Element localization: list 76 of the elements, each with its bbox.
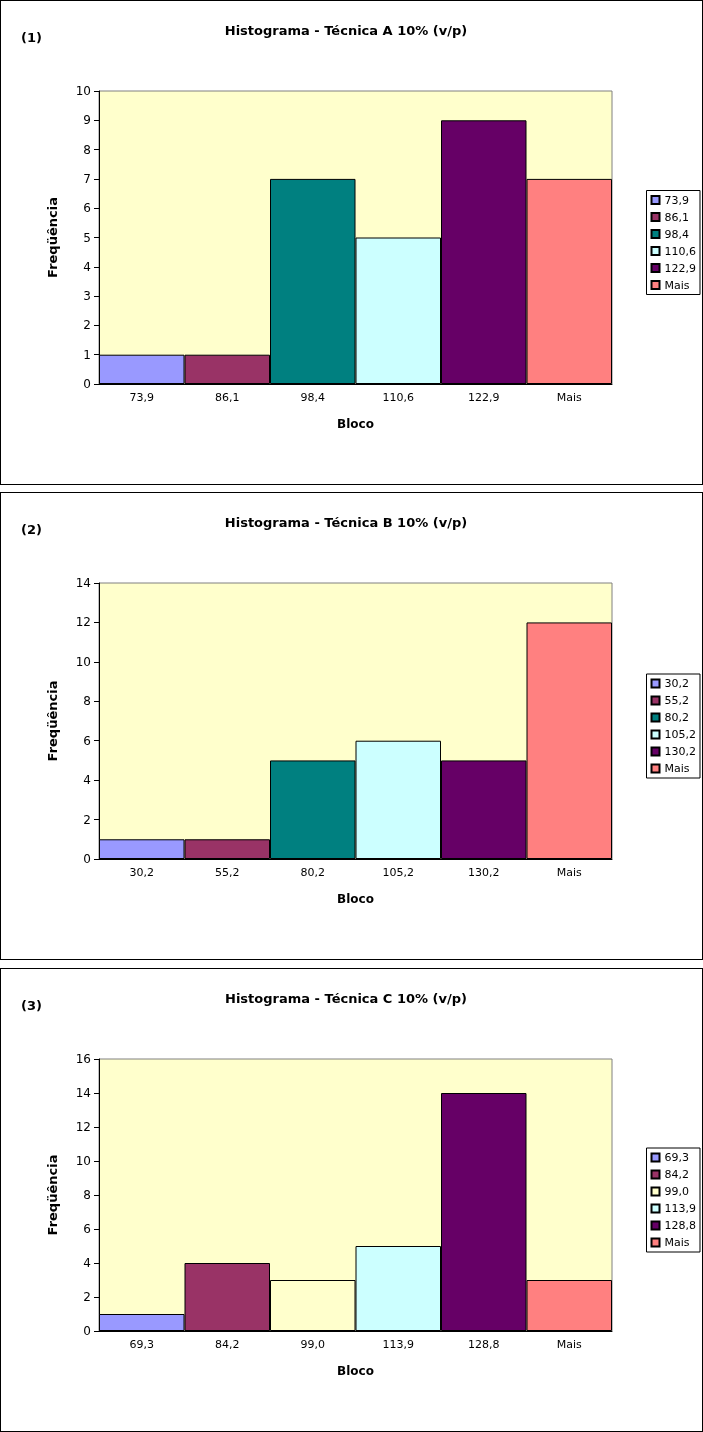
legend-label: Mais <box>664 1236 690 1249</box>
y-tick-label: 0 <box>83 1324 91 1338</box>
x-tick-label: 128,8 <box>468 1338 500 1351</box>
x-tick-label: 55,2 <box>215 866 240 879</box>
y-tick-label: 4 <box>83 773 91 788</box>
legend-label: 69,3 <box>664 1151 690 1164</box>
legend-label: 128,8 <box>664 1219 697 1232</box>
x-tick-label: 84,2 <box>215 1338 240 1351</box>
x-tick-label: 105,2 <box>382 866 414 879</box>
text: (2) <box>21 522 42 537</box>
legend-label: 80,2 <box>664 711 690 724</box>
y-tick-label: 9 <box>83 113 91 128</box>
x-tick-label: 122,9 <box>468 391 500 404</box>
y-tick-label: 0 <box>83 377 91 391</box>
y-tick-label: 14 <box>75 576 91 590</box>
legend-label: 84,2 <box>664 1168 690 1181</box>
text: (3) <box>21 998 42 1013</box>
y-tick-label: 4 <box>83 1256 91 1270</box>
legend-label: 99,0 <box>664 1185 690 1198</box>
chart-title: Histograma - Técnica A 10% (v/p) <box>224 23 468 38</box>
chart-title: Histograma - Técnica C 10% (v/p) <box>225 991 467 1006</box>
text: (1) <box>21 30 42 45</box>
y-tick-label: 12 <box>75 1120 91 1134</box>
y-tick-label: 6 <box>83 201 91 216</box>
legend-label: Mais <box>664 762 690 775</box>
y-tick-label: 10 <box>75 1154 91 1168</box>
y-axis-title: Freqüência <box>45 680 60 762</box>
x-axis-title: Bloco <box>337 1364 374 1378</box>
y-tick-label: 8 <box>83 142 91 157</box>
y-tick-label: 2 <box>83 1290 91 1304</box>
legend-label: 55,2 <box>664 694 690 707</box>
y-tick-label: 5 <box>83 230 91 245</box>
y-tick-label: 16 <box>75 1052 91 1066</box>
legend-label: 73,9 <box>664 193 690 207</box>
y-tick-label: 8 <box>83 1188 91 1202</box>
x-axis-title: Bloco <box>337 417 374 431</box>
legend-label: 122,9 <box>664 261 697 275</box>
x-tick-label: 99,0 <box>300 1338 325 1351</box>
x-tick-label: Mais <box>556 391 583 404</box>
y-tick-label: 3 <box>83 289 91 304</box>
y-tick-label: 2 <box>83 812 91 827</box>
x-tick-label: 69,3 <box>129 1338 154 1351</box>
y-axis-title: Freqüência <box>45 1154 60 1236</box>
legend-label: Mais <box>664 278 690 292</box>
y-axis-title: Freqüência <box>45 197 60 278</box>
y-tick-label: 6 <box>83 1222 91 1236</box>
y-tick-label: 10 <box>75 654 91 669</box>
legend-label: 113,9 <box>664 1202 697 1215</box>
legend-label: 98,4 <box>664 227 690 241</box>
x-tick-label: 98,4 <box>300 391 325 404</box>
y-tick-label: 1 <box>83 347 91 362</box>
x-tick-label: 110,6 <box>382 391 414 404</box>
y-tick-label: 7 <box>83 171 91 186</box>
legend-label: 130,2 <box>664 745 697 758</box>
y-tick-label: 10 <box>75 84 91 98</box>
x-axis-title: Bloco <box>337 892 374 906</box>
chart-title: Histograma - Técnica B 10% (v/p) <box>224 515 468 530</box>
y-tick-label: 12 <box>75 615 91 630</box>
legend-label: 110,6 <box>664 244 697 258</box>
x-tick-label: 130,2 <box>468 866 500 879</box>
legend-label: 105,2 <box>664 728 697 741</box>
legend-label: 30,2 <box>664 677 690 690</box>
x-tick-label: Mais <box>556 1338 583 1351</box>
x-tick-label: Mais <box>556 866 583 879</box>
y-tick-label: 14 <box>75 1086 91 1100</box>
y-tick-label: 8 <box>83 694 91 709</box>
legend-label: 86,1 <box>664 210 690 224</box>
y-tick-label: 2 <box>83 318 91 333</box>
y-tick-label: 0 <box>83 852 91 866</box>
x-tick-label: 86,1 <box>215 391 240 404</box>
x-tick-label: 80,2 <box>300 866 325 879</box>
x-tick-label: 113,9 <box>382 1338 414 1351</box>
y-tick-label: 6 <box>83 733 91 748</box>
y-tick-label: 4 <box>83 259 91 274</box>
x-tick-label: 73,9 <box>129 391 154 404</box>
x-tick-label: 30,2 <box>129 866 154 879</box>
